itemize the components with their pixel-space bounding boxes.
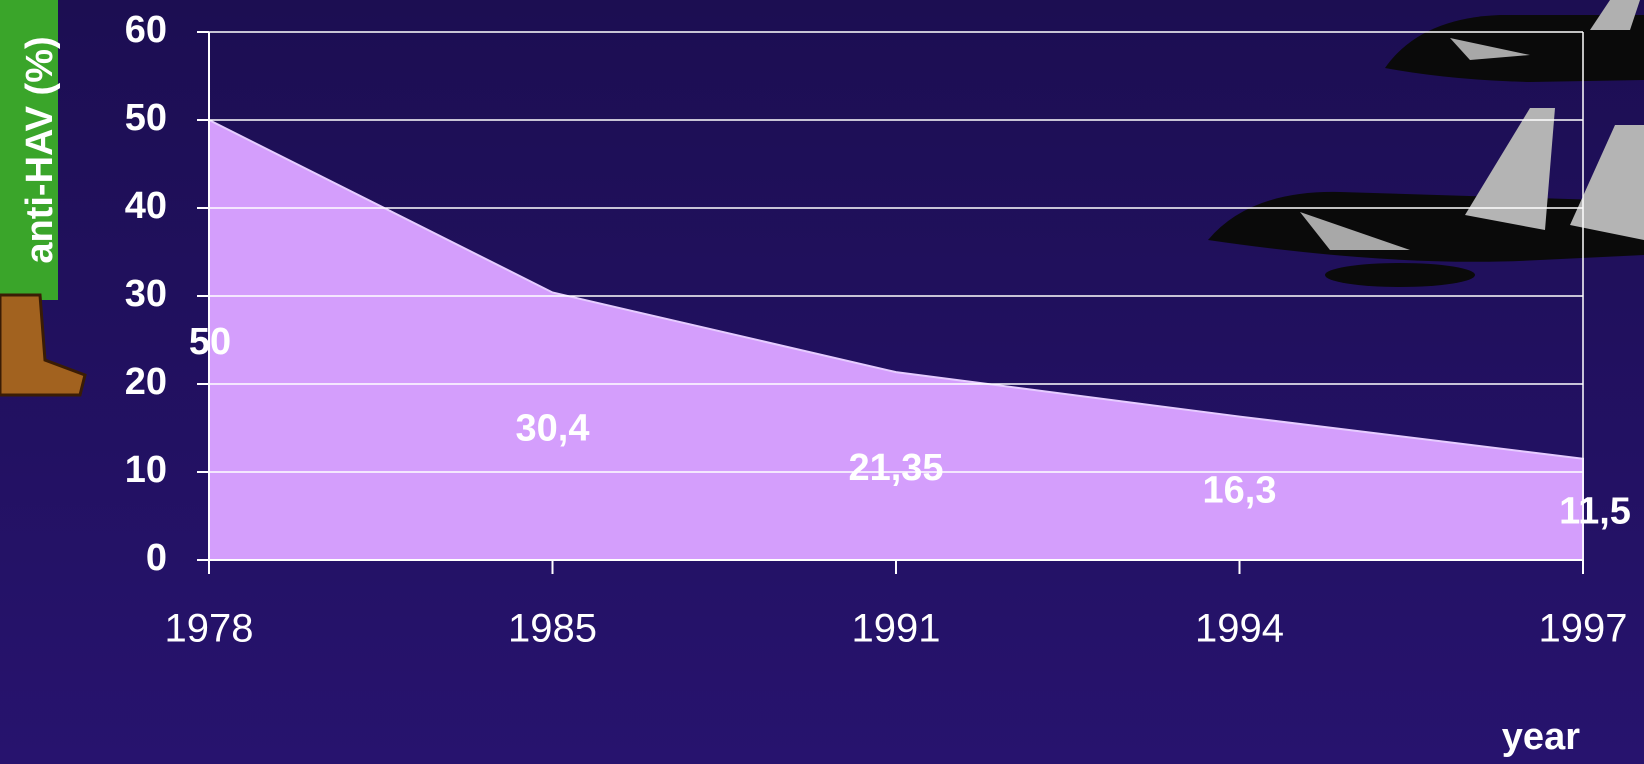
x-axis-title: year <box>1502 716 1580 758</box>
x-tick-label: 1994 <box>1195 607 1284 651</box>
x-tick-label: 1997 <box>1539 607 1628 651</box>
y-tick-label: 0 <box>146 537 167 579</box>
y-axis-title: anti-HAV (%) <box>19 36 61 263</box>
data-label: 11,5 <box>1559 490 1631 532</box>
data-label: 30,4 <box>516 407 590 449</box>
x-tick-label: 1978 <box>165 607 254 651</box>
data-label: 16,3 <box>1203 469 1277 511</box>
x-tick-label: 1985 <box>508 607 597 651</box>
data-label: 50 <box>189 321 231 363</box>
soldier-illustration <box>0 0 87 397</box>
y-tick-label: 60 <box>125 9 167 51</box>
y-tick-label: 50 <box>125 97 167 139</box>
y-tick-label: 40 <box>125 185 167 227</box>
y-tick-label: 10 <box>125 449 167 491</box>
x-tick-label: 1991 <box>852 607 941 651</box>
y-tick-label: 30 <box>125 273 167 315</box>
y-tick-label: 20 <box>125 361 167 403</box>
data-label: 21,35 <box>848 447 943 489</box>
